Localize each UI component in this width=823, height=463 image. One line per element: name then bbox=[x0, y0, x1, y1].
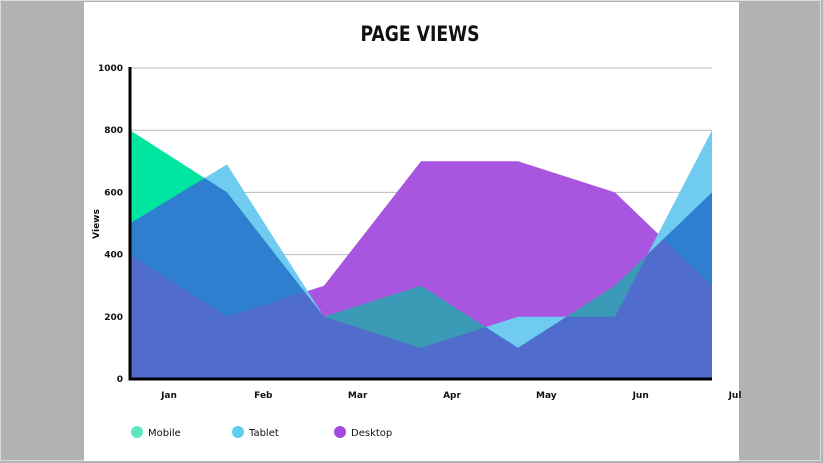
x-tick-label-may: May bbox=[536, 391, 557, 401]
y-tick-label-5: 1000 bbox=[98, 64, 123, 74]
y-tick-label-0: 0 bbox=[117, 375, 123, 385]
axes bbox=[128, 67, 712, 381]
x-tick-labels: Jan Feb Mar Apr May Jun Jul bbox=[160, 391, 741, 401]
x-tick-label-jul: Jul bbox=[728, 391, 742, 401]
chart-title: PAGE VIEWS bbox=[360, 21, 479, 46]
legend-label-tablet: Tablet bbox=[248, 428, 279, 439]
x-tick-label-jun: Jun bbox=[632, 391, 649, 401]
legend-swatch-desktop bbox=[334, 426, 346, 438]
legend-swatch-mobile bbox=[131, 426, 143, 438]
legend-item-mobile: Mobile bbox=[131, 426, 181, 439]
series-areas bbox=[130, 130, 712, 379]
y-axis-label: Views bbox=[92, 209, 102, 239]
legend-item-desktop: Desktop bbox=[334, 426, 392, 439]
y-tick-label-4: 800 bbox=[104, 126, 123, 136]
legend-swatch-tablet bbox=[232, 426, 244, 438]
x-tick-label-apr: Apr bbox=[443, 391, 461, 401]
overlap-area-desktop-mobile bbox=[130, 161, 712, 379]
y-tick-labels: 0 200 400 600 800 1000 bbox=[98, 64, 123, 385]
x-tick-label-mar: Mar bbox=[348, 391, 368, 401]
legend: Mobile Tablet Desktop bbox=[131, 426, 392, 439]
legend-item-tablet: Tablet bbox=[232, 426, 279, 439]
x-tick-label-jan: Jan bbox=[160, 391, 177, 401]
legend-label-mobile: Mobile bbox=[148, 428, 181, 439]
y-tick-label-2: 400 bbox=[104, 251, 123, 261]
x-tick-label-feb: Feb bbox=[254, 391, 273, 401]
y-tick-label-1: 200 bbox=[104, 313, 123, 323]
legend-label-desktop: Desktop bbox=[351, 428, 392, 439]
y-tick-label-3: 600 bbox=[104, 188, 123, 198]
